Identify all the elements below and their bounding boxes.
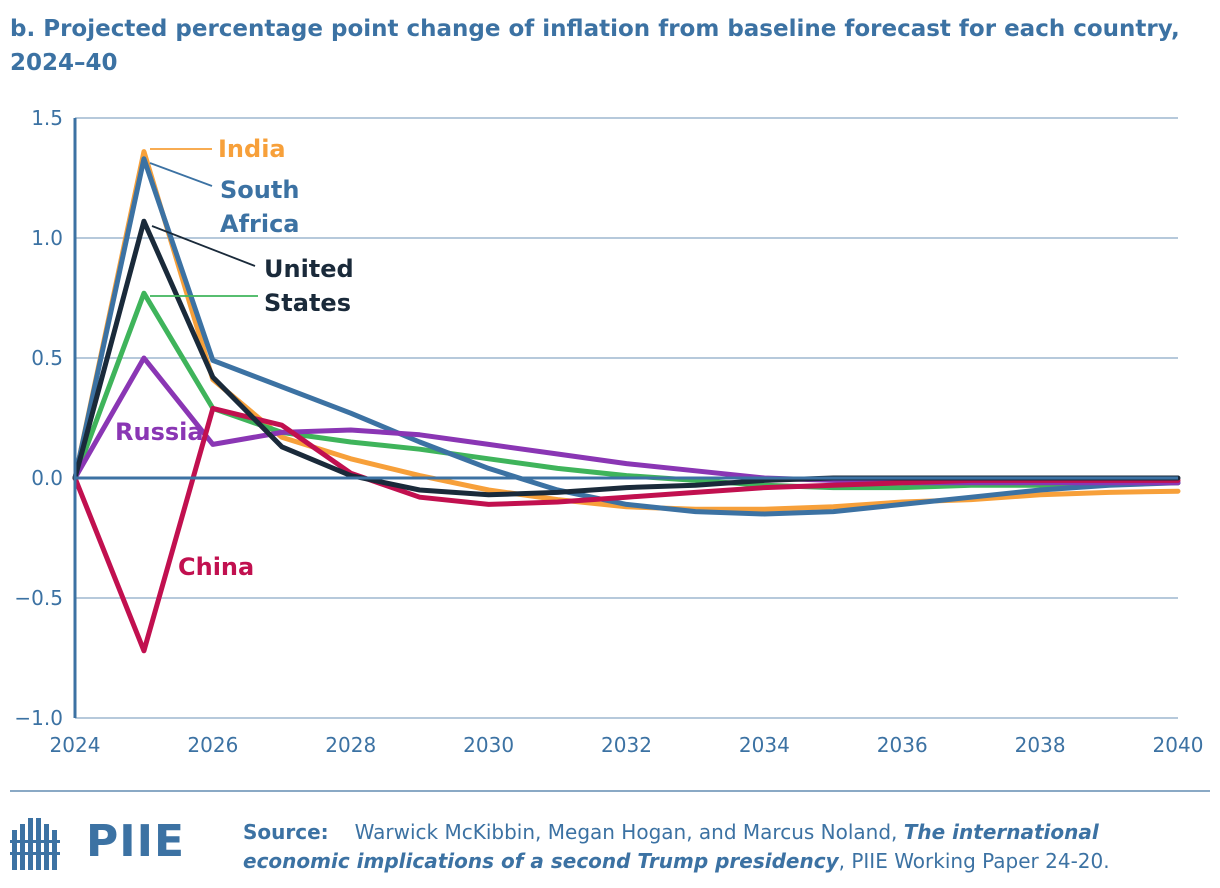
footer-divider [10,790,1210,792]
y-axis-tick-labels: −1.0 −0.5 0.0 0.5 1.0 1.5 [14,106,63,730]
south-africa-leader-line [149,162,213,187]
x-tick-label: 2032 [601,733,652,757]
label-india: India [218,135,286,163]
united-states-leader-line [151,225,256,267]
x-tick-label: 2038 [1015,733,1066,757]
logo-wordmark: PIIE [86,816,186,867]
source-authors: Warwick McKibbin, Megan Hogan, and Marcu… [354,820,904,844]
y-tick-label: −1.0 [14,706,63,730]
chart-title: b. Projected percentage point change of … [10,16,1180,76]
source-title: The international economic implications … [243,820,1099,873]
series-line-brazil [72,290,1181,491]
x-tick-label: 2024 [50,733,101,757]
y-tick-label: 1.0 [31,226,63,250]
x-tick-label: 2030 [463,733,514,757]
source-label: Source: [243,820,329,844]
series-line-china [72,405,1181,654]
building-icon [10,818,60,870]
series-lines [72,149,1181,654]
x-tick-label: 2034 [739,733,790,757]
series-line-india [72,149,1181,512]
label-south-africa-line1: South [220,176,299,204]
piie-logo: PIIE [10,812,184,872]
label-united-states-line1: United [264,255,354,283]
x-tick-label: 2026 [187,733,238,757]
line-chart: −1.0 −0.5 0.0 0.5 1.0 1.5 2024 2026 2028 2030 203… [14,106,1204,757]
label-russia: Russia [115,418,204,446]
x-tick-label: 2040 [1153,733,1204,757]
label-south-africa-line2: Africa [220,210,300,238]
x-axis-tick-labels: 2024 2026 2028 2030 2032 2034 2036 2038 2040 [50,733,1204,757]
y-tick-label: 0.5 [31,346,63,370]
y-tick-label: −0.5 [14,586,63,610]
series-line-south-africa [72,156,1181,517]
axes [73,118,1178,718]
x-tick-label: 2036 [877,733,928,757]
label-united-states-line2: States [264,289,351,317]
x-tick-label: 2028 [325,733,376,757]
label-china: China [178,553,254,581]
y-tick-label: 1.5 [31,106,63,130]
source-tail: , PIIE Working Paper 24-20. [838,849,1110,873]
series-annotations: India South Africa United States Russia China [115,135,354,581]
y-tick-label: 0.0 [31,466,63,490]
source-note: Source: Warwick McKibbin, Megan Hogan, an… [243,818,1203,876]
